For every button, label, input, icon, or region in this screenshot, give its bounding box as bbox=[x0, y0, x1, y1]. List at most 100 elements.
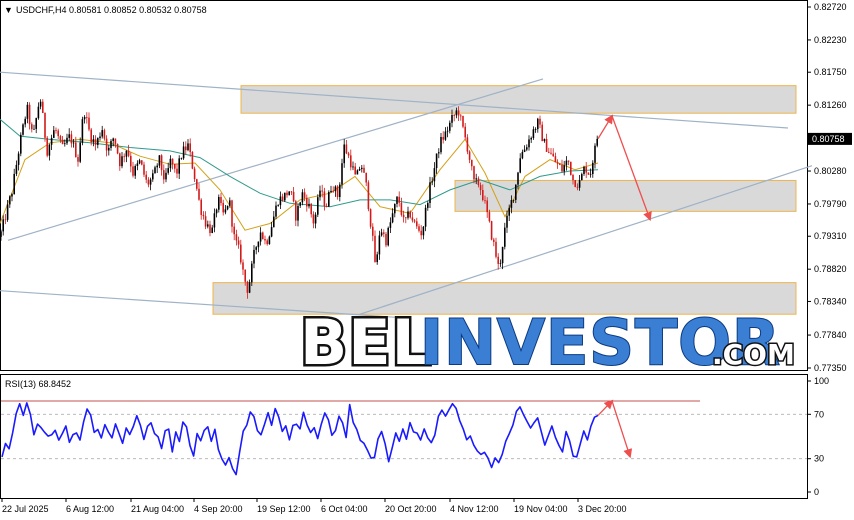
candle-body bbox=[312, 214, 315, 224]
candle-body bbox=[46, 137, 48, 156]
candle-body bbox=[160, 155, 163, 171]
candle bbox=[268, 235, 271, 245]
candle bbox=[321, 184, 323, 198]
candle-body bbox=[182, 146, 185, 159]
candle-body bbox=[292, 191, 295, 202]
candle bbox=[92, 135, 95, 147]
candle-body bbox=[589, 173, 592, 175]
candle bbox=[176, 163, 178, 179]
candle-body bbox=[446, 130, 449, 132]
candle-body bbox=[451, 115, 453, 123]
candle-body bbox=[13, 173, 15, 195]
candle bbox=[99, 132, 101, 141]
candle bbox=[68, 128, 70, 141]
candle-body bbox=[297, 205, 299, 221]
candle-body bbox=[141, 160, 143, 165]
candle-body bbox=[180, 158, 183, 160]
candle bbox=[290, 191, 293, 195]
candle bbox=[145, 171, 147, 184]
candle-body bbox=[552, 153, 554, 157]
candle bbox=[506, 210, 508, 233]
candle-body bbox=[75, 142, 77, 158]
candle-body bbox=[149, 179, 152, 185]
price-tick-label: 0.80280 bbox=[814, 166, 847, 176]
candle-body bbox=[53, 130, 55, 138]
candle-body bbox=[6, 204, 9, 220]
candle bbox=[332, 186, 334, 193]
candle-body bbox=[108, 147, 110, 151]
candle bbox=[444, 127, 447, 141]
candle-body bbox=[266, 240, 268, 245]
candle-body bbox=[328, 192, 330, 207]
candle bbox=[365, 172, 367, 187]
candle-body bbox=[526, 147, 528, 150]
candle bbox=[160, 154, 163, 176]
candle-body bbox=[143, 164, 145, 175]
candle-body bbox=[532, 129, 535, 138]
candle bbox=[468, 150, 471, 164]
moving-average-fast bbox=[0, 138, 599, 231]
candle-body bbox=[310, 203, 312, 215]
candle bbox=[233, 223, 235, 241]
candle-body bbox=[127, 150, 130, 156]
candle-body bbox=[350, 155, 352, 168]
candle bbox=[213, 208, 216, 233]
candle bbox=[530, 136, 532, 143]
candle-body bbox=[556, 162, 559, 164]
candle-body bbox=[202, 214, 205, 217]
candle bbox=[66, 133, 68, 145]
candle bbox=[552, 148, 554, 157]
price-tick-label: 0.78340 bbox=[814, 296, 847, 306]
candle bbox=[548, 147, 550, 154]
candle-body bbox=[281, 196, 284, 201]
candle bbox=[187, 139, 189, 152]
candle bbox=[277, 204, 279, 207]
candle bbox=[189, 138, 191, 157]
candle bbox=[286, 190, 288, 198]
price-tick-label: 0.82230 bbox=[814, 35, 847, 45]
candle-body bbox=[37, 106, 40, 119]
candle-body bbox=[163, 170, 165, 180]
candle bbox=[526, 144, 528, 152]
watermark: BEL INVESTOR .COM bbox=[298, 304, 797, 382]
candle-body bbox=[574, 180, 576, 187]
candle bbox=[325, 203, 328, 208]
candle bbox=[209, 220, 211, 237]
candle bbox=[134, 164, 136, 179]
candle bbox=[319, 185, 321, 201]
candle-body bbox=[81, 119, 84, 143]
candle bbox=[125, 150, 128, 163]
candle bbox=[556, 159, 559, 169]
candle-body bbox=[438, 152, 440, 154]
candle-body bbox=[345, 144, 348, 154]
candle-body bbox=[288, 191, 290, 196]
candle bbox=[202, 211, 205, 220]
candle bbox=[281, 193, 284, 202]
candle bbox=[440, 133, 442, 155]
candle-body bbox=[512, 199, 515, 201]
candle bbox=[123, 153, 125, 163]
candle-body bbox=[26, 104, 29, 119]
candle bbox=[523, 145, 526, 153]
candle bbox=[567, 160, 570, 166]
candle bbox=[251, 260, 253, 286]
candle bbox=[424, 204, 427, 232]
candle-body bbox=[229, 200, 231, 206]
candle bbox=[589, 168, 592, 178]
candle-body bbox=[273, 216, 275, 228]
candle bbox=[231, 199, 233, 233]
candle bbox=[127, 144, 130, 158]
candle bbox=[427, 201, 429, 211]
price-tick-label: 0.79310 bbox=[814, 231, 847, 241]
candle-body bbox=[457, 110, 460, 116]
candle-body bbox=[68, 134, 70, 138]
candle bbox=[121, 152, 123, 169]
candle bbox=[259, 227, 262, 246]
candle bbox=[292, 187, 295, 203]
candle bbox=[550, 148, 552, 155]
candle bbox=[442, 131, 444, 144]
candle-body bbox=[391, 213, 394, 223]
forecast-arrow-2 bbox=[611, 115, 652, 222]
candle bbox=[592, 160, 594, 178]
